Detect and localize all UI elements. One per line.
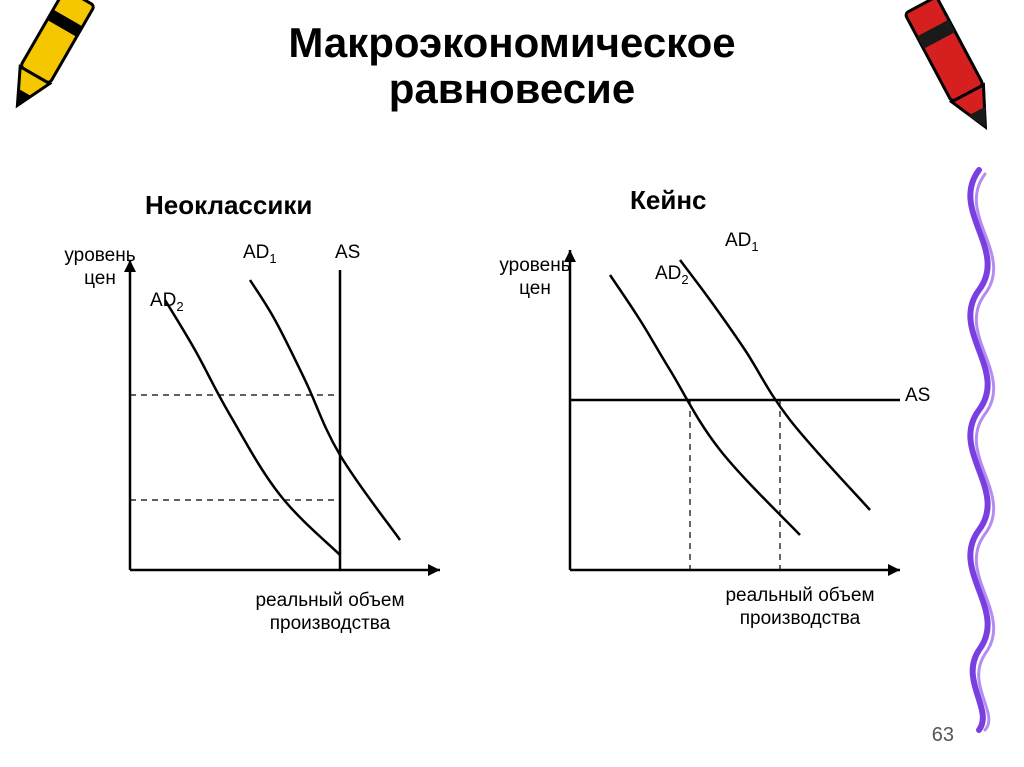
charts-canvas <box>0 0 1024 767</box>
yellow-crayon-icon <box>0 0 120 130</box>
purple-squiggle-icon <box>939 170 1019 730</box>
red-crayon-icon <box>879 0 1024 155</box>
